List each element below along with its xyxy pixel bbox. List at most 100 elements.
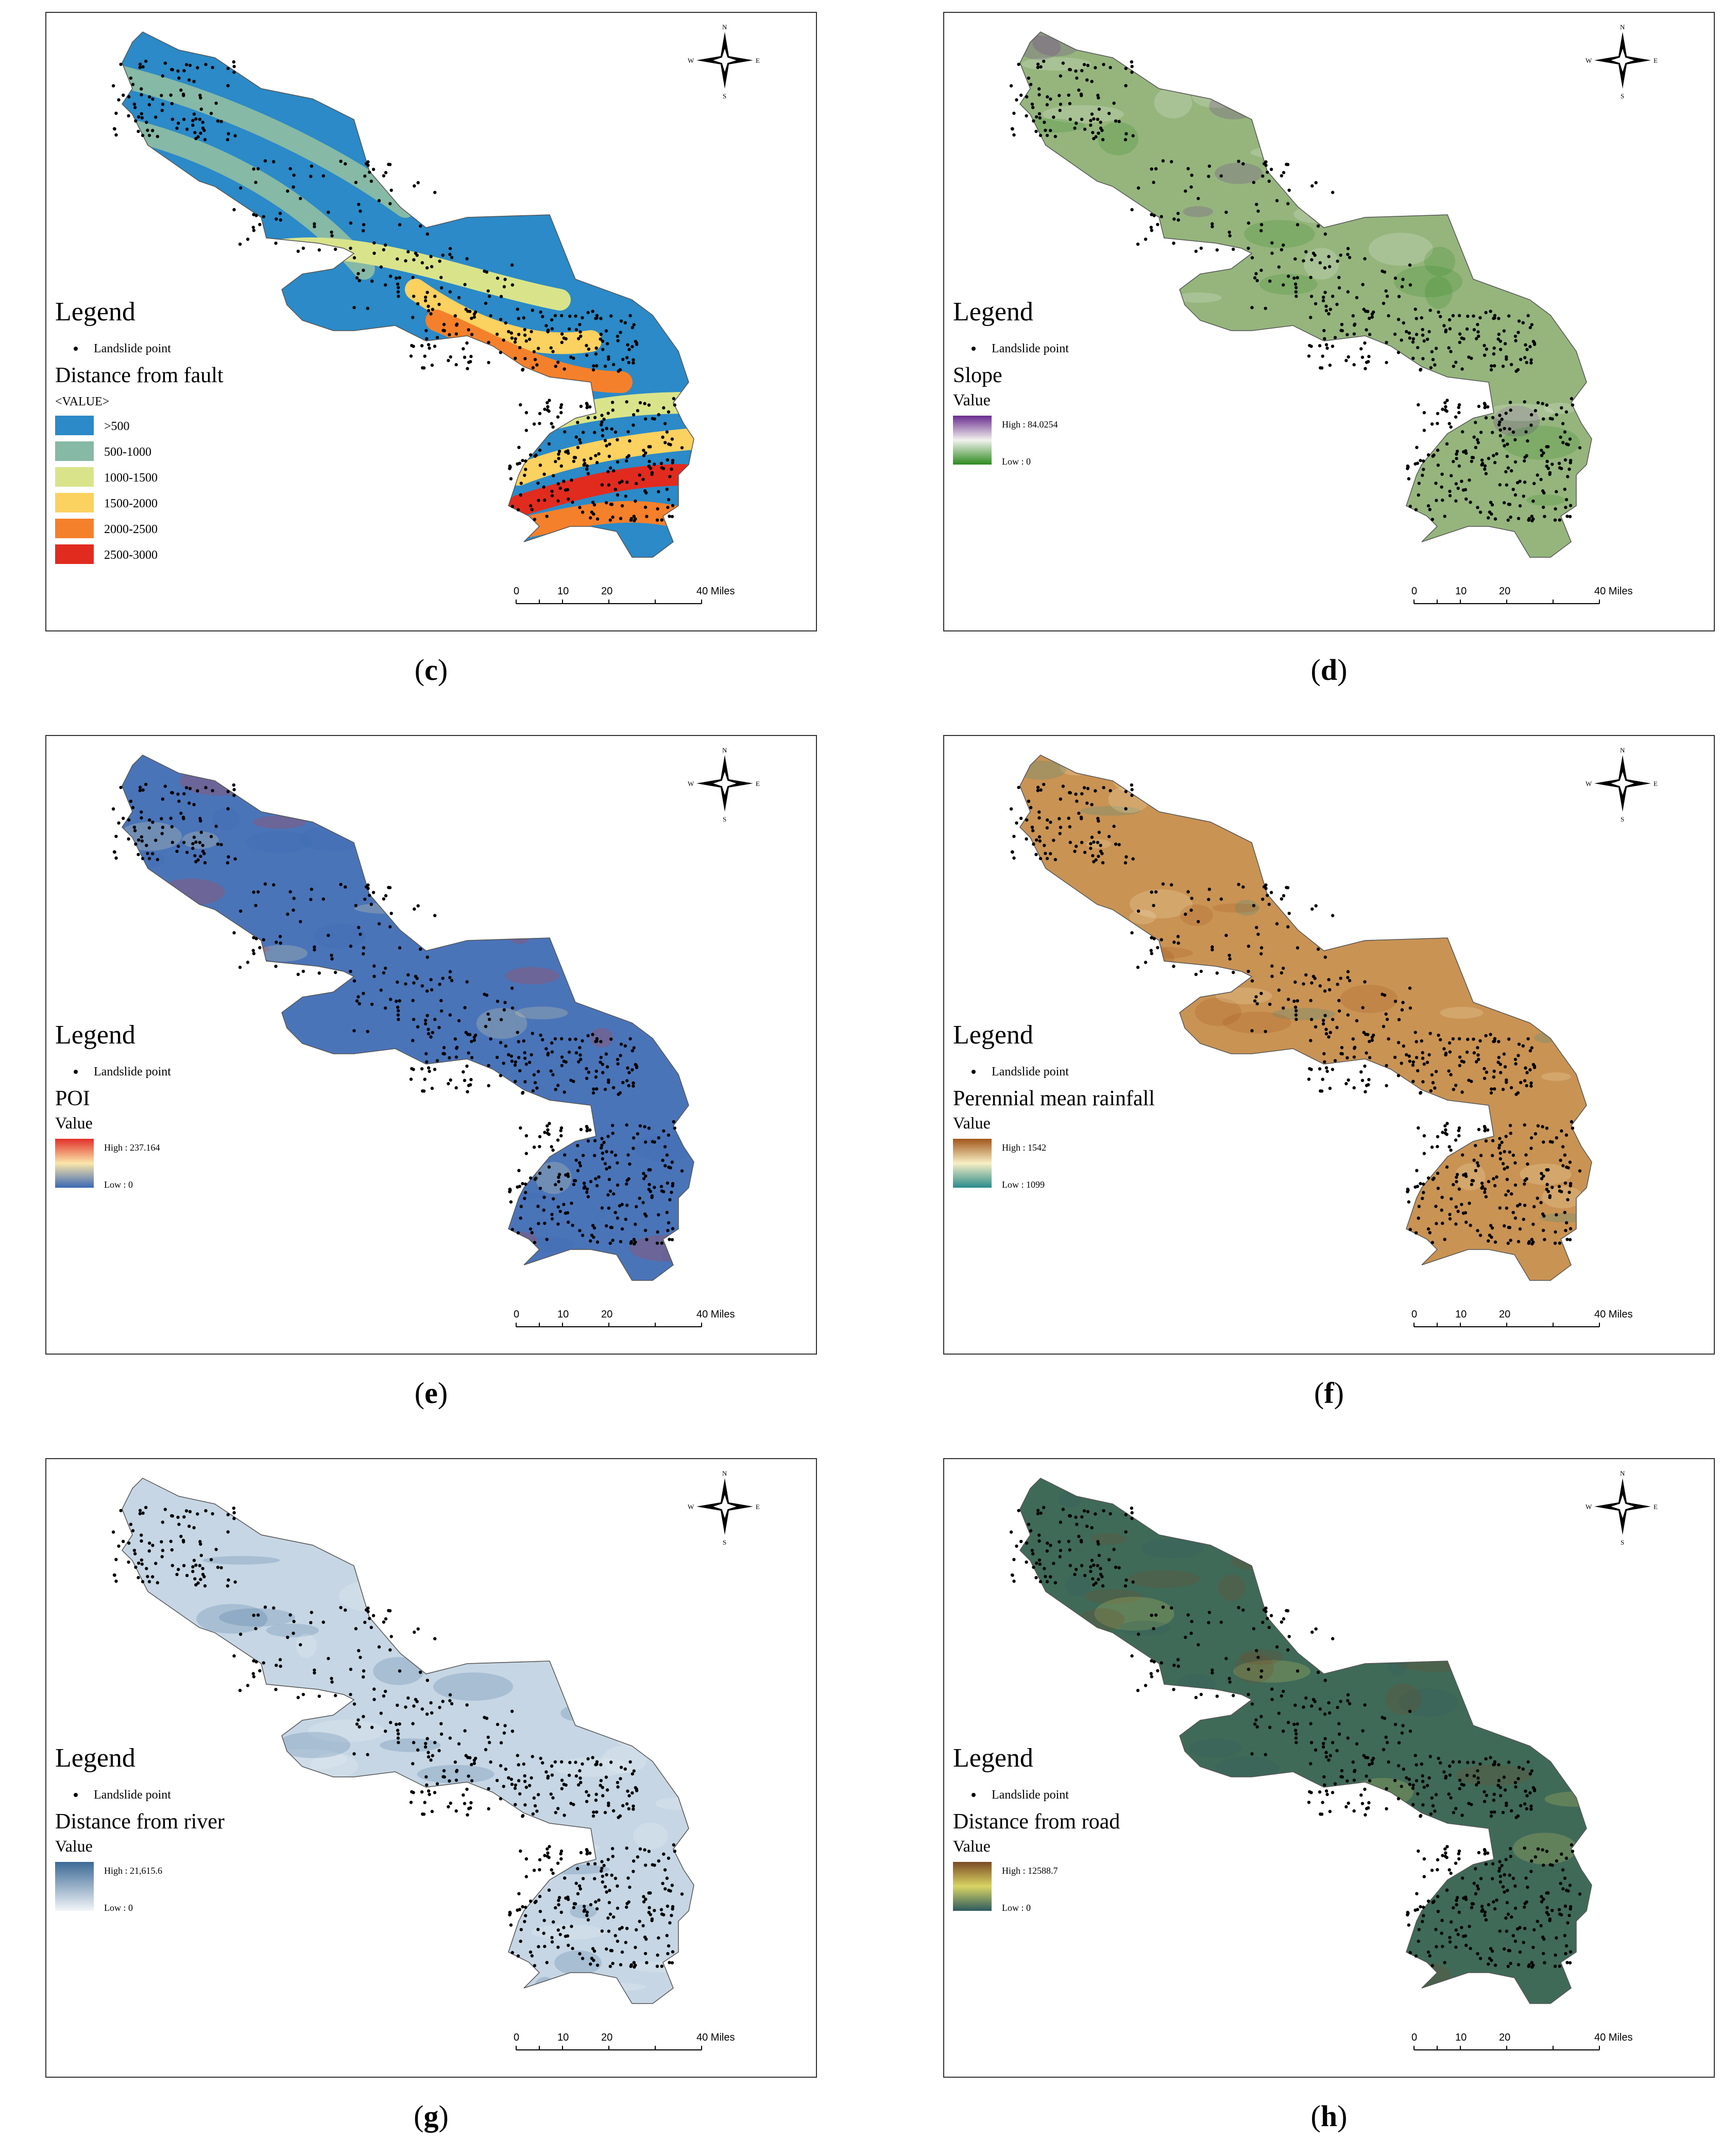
landslide-point	[1124, 1578, 1128, 1582]
landslide-point	[519, 482, 523, 485]
landslide-point	[647, 403, 651, 407]
landslide-point	[1038, 839, 1042, 843]
landslide-point	[605, 1065, 609, 1069]
landslide-point	[579, 334, 583, 338]
landslide-point	[1252, 181, 1256, 184]
landslide-point	[1519, 1081, 1523, 1084]
landslide-point	[1097, 819, 1100, 823]
landslide-point	[209, 1558, 213, 1562]
scale-label: 40 Miles	[696, 586, 735, 597]
landslide-point	[550, 327, 554, 331]
landslide-point	[1407, 1923, 1411, 1927]
landslide-point	[663, 422, 667, 425]
landslide-point	[216, 842, 220, 846]
landslide-point	[1345, 1056, 1349, 1059]
landslide-point	[465, 341, 469, 345]
landslide-point	[1509, 1132, 1512, 1135]
landslide-point	[1542, 1140, 1545, 1144]
landslide-point	[663, 1887, 667, 1891]
map-svg-c: 109°0'0"E110°0'0"E109°0'0"E110°0'0"ENSEW…	[45, 12, 817, 631]
landslide-point	[1100, 1575, 1104, 1579]
landslide-point	[1514, 1062, 1518, 1066]
study-area-outline	[122, 755, 694, 1281]
landslide-point	[1130, 71, 1134, 74]
landslide-point	[502, 285, 506, 288]
landslide-point	[211, 1512, 214, 1516]
landslide-point	[553, 1760, 557, 1764]
legend-point-symbol	[972, 1793, 976, 1797]
landslide-point	[1413, 1031, 1417, 1034]
landslide-point	[594, 454, 598, 457]
legend-value-label: Value	[953, 1837, 991, 1855]
landslide-point	[1565, 1889, 1569, 1892]
landslide-point	[177, 1568, 180, 1571]
landslide-point	[140, 1562, 144, 1566]
landslide-point	[1542, 1863, 1545, 1867]
landslide-point	[1509, 408, 1512, 412]
landslide-point	[214, 101, 218, 105]
landslide-point	[514, 1783, 517, 1787]
landslide-point	[1025, 818, 1029, 822]
landslide-point	[521, 458, 524, 463]
landslide-point	[1406, 1910, 1409, 1914]
landslide-point	[606, 1193, 610, 1197]
landslide-point	[438, 982, 441, 986]
landslide-point	[625, 400, 628, 404]
landslide-point	[1492, 454, 1495, 457]
landslide-point	[556, 1138, 560, 1142]
landslide-point	[470, 1056, 474, 1059]
landslide-point	[232, 71, 236, 74]
landslide-point	[538, 1868, 541, 1872]
landslide-point	[1541, 1125, 1544, 1128]
landslide-point	[1092, 117, 1096, 121]
landslide-point	[447, 358, 450, 363]
landslide-point	[566, 1211, 570, 1214]
landslide-point	[1017, 1509, 1020, 1513]
landslide-point	[1061, 1508, 1065, 1511]
landslide-point	[349, 1692, 352, 1697]
landslide-point	[1219, 1620, 1223, 1624]
scale-bar: 0 10 20 40 Miles	[1411, 2032, 1632, 2050]
landslide-point	[1476, 1952, 1479, 1956]
landslide-point	[1184, 189, 1187, 193]
landslide-point	[1347, 355, 1350, 359]
landslide-point	[1567, 1913, 1571, 1918]
landslide-point	[1161, 159, 1165, 163]
landslide-point	[1029, 82, 1033, 87]
study-area-outline	[122, 1478, 694, 2004]
landslide-point	[1264, 1030, 1267, 1033]
landslide-point	[1256, 1655, 1260, 1659]
landslide-point	[626, 1876, 630, 1880]
landslide-point	[431, 1031, 434, 1034]
landslide-point	[137, 838, 141, 842]
landslide-point	[262, 1661, 265, 1665]
landslide-point	[527, 337, 532, 341]
landslide-point	[1513, 1781, 1518, 1785]
landslide-point	[199, 131, 202, 135]
landslide-point	[1405, 1053, 1408, 1056]
landslide-point	[292, 908, 295, 912]
landslide-point	[138, 1509, 142, 1512]
landslide-point	[563, 1813, 566, 1817]
landslide-point	[1012, 1579, 1016, 1583]
landslide-point	[433, 1068, 437, 1071]
landslide-point	[657, 1936, 660, 1940]
landslide-point	[133, 1552, 137, 1555]
landslide-point	[1440, 1195, 1444, 1199]
landslide-point	[238, 1688, 242, 1692]
legend-point-symbol	[972, 1070, 976, 1074]
landslide-point	[665, 430, 669, 434]
landslide-point	[1456, 1932, 1460, 1937]
landslide-point	[1353, 323, 1356, 327]
landslide-point	[1080, 117, 1084, 121]
landslide-point	[1411, 1063, 1415, 1067]
landslide-point	[1539, 477, 1543, 482]
landslide-point	[1525, 1071, 1529, 1074]
landslide-point	[567, 1220, 570, 1224]
landslide-point	[586, 1195, 590, 1199]
landslide-point	[592, 364, 595, 368]
landslide-point	[1280, 897, 1284, 901]
landslide-point	[1400, 338, 1403, 342]
landslide-point	[600, 1206, 604, 1210]
